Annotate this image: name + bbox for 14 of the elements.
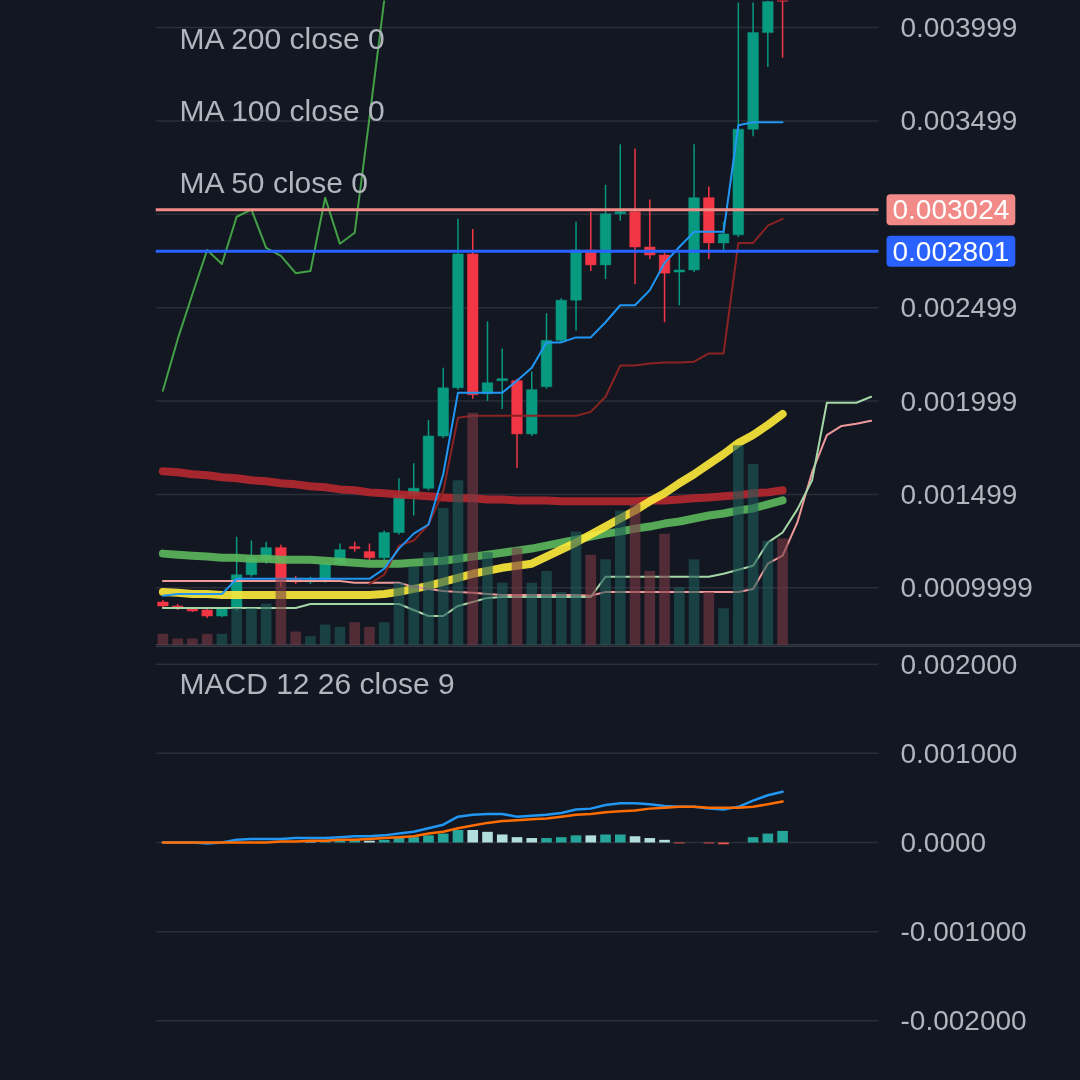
y-tick-label: 0.002499 — [900, 292, 1018, 324]
y-tick-label: 0.003499 — [900, 105, 1018, 137]
y-tick-label: -0.002000 — [900, 1005, 1027, 1037]
ref-line-label: 0.002801 — [892, 235, 1010, 267]
y-tick-label: 0.002000 — [900, 648, 1018, 680]
ref-line-label: 0.003024 — [892, 194, 1010, 226]
y-tick-label: 0.003999 — [900, 12, 1018, 44]
y-tick-label: 0.001999 — [900, 385, 1018, 417]
y-tick-label: 0.001000 — [900, 737, 1018, 769]
y-tick-label: 0.001499 — [900, 478, 1018, 510]
y-tick-label: -0.001000 — [900, 916, 1027, 948]
annotation: MACD 12 26 close 9 — [179, 667, 455, 700]
y-tick-label: 0.0000 — [900, 827, 987, 858]
y-tick-label: 0.0009999 — [900, 572, 1033, 604]
